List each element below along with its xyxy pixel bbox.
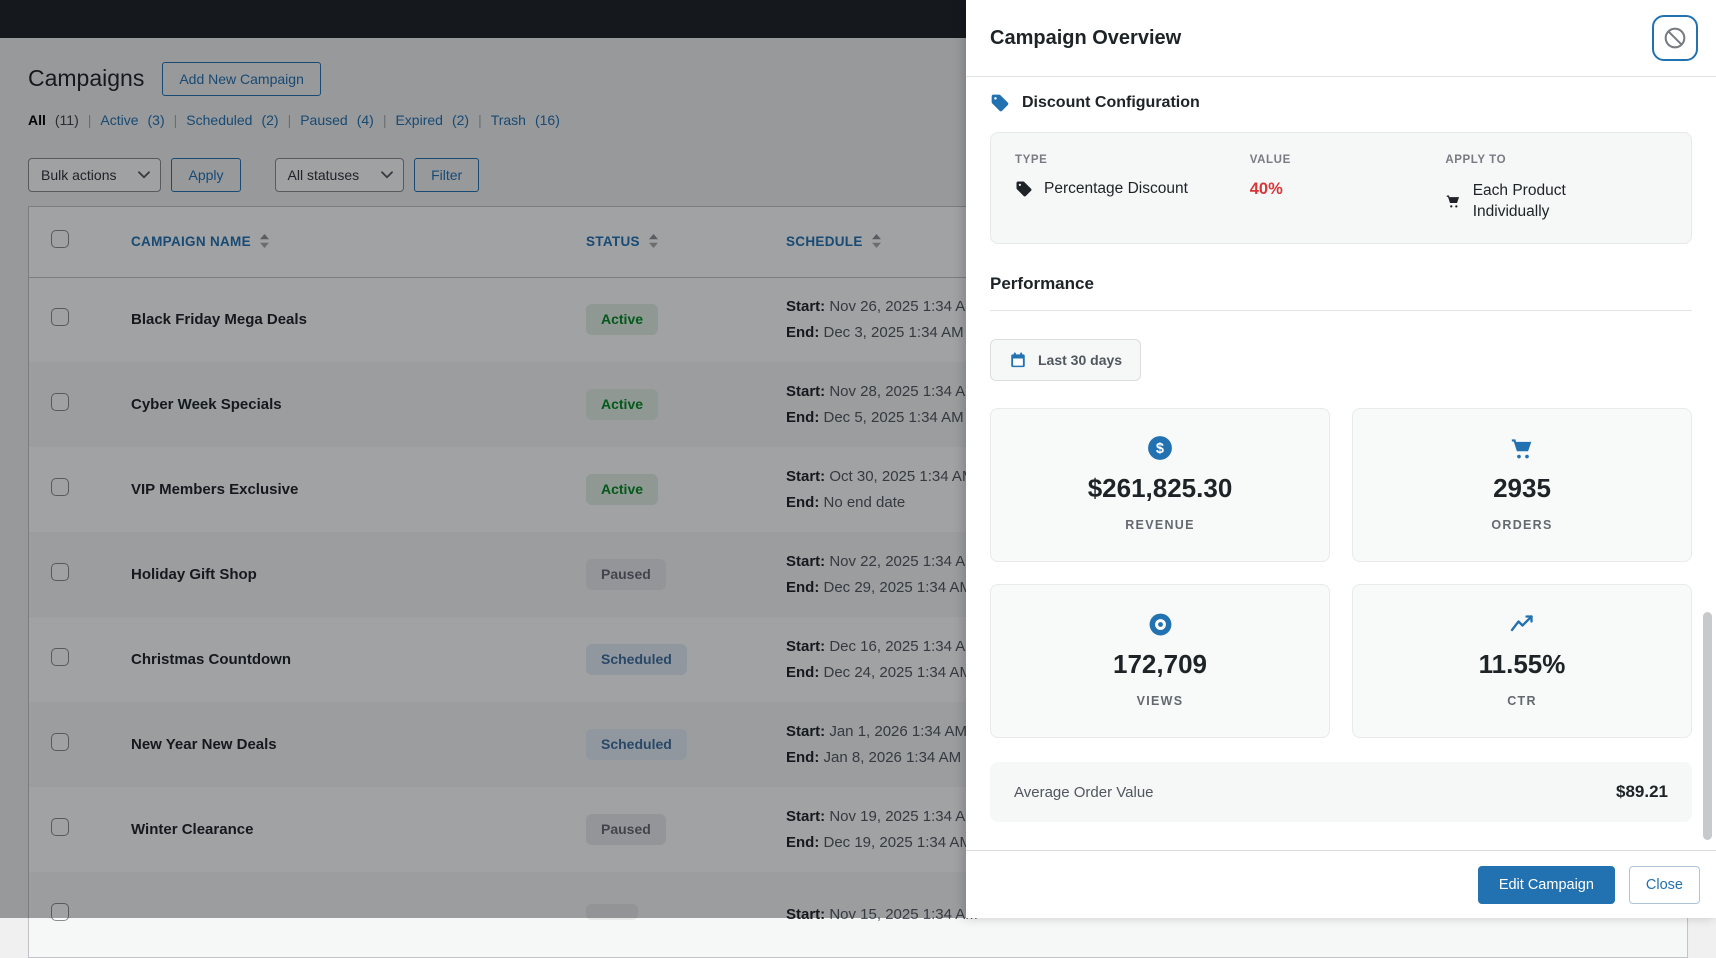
ban-icon: [1662, 25, 1688, 51]
edit-campaign-button[interactable]: Edit Campaign: [1478, 866, 1615, 904]
performance-heading: Performance: [990, 274, 1692, 311]
metrics-grid: $ $261,825.30 REVENUE 2935 ORDERS 172,70…: [990, 408, 1692, 738]
date-range-button[interactable]: Last 30 days: [990, 339, 1141, 381]
trend-up-icon: [1509, 613, 1535, 635]
panel-close-button[interactable]: [1652, 15, 1698, 61]
metric-card-views: 172,709 VIEWS: [990, 584, 1330, 738]
eye-icon: [1148, 612, 1173, 637]
metric-card-ctr: 11.55% CTR: [1352, 584, 1692, 738]
config-apply-to: APPLY TO Each Product Individually: [1445, 154, 1667, 222]
close-button[interactable]: Close: [1629, 866, 1700, 904]
discount-config-box: TYPE Percentage Discount VALUE 40% APPLY…: [990, 132, 1692, 244]
panel-scrollbar-thumb[interactable]: [1703, 612, 1712, 840]
metric-label: CTR: [1361, 694, 1683, 708]
aov-label: Average Order Value: [1014, 784, 1154, 801]
panel-body: Discount Configuration TYPE Percentage D…: [966, 93, 1716, 822]
calendar-icon: [1009, 351, 1027, 369]
dollar-circle-icon: $: [1147, 435, 1173, 461]
tag-icon: [1015, 180, 1033, 198]
metric-card-revenue: $ $261,825.30 REVENUE: [990, 408, 1330, 562]
panel-header: Campaign Overview: [966, 0, 1716, 77]
metric-card-orders: 2935 ORDERS: [1352, 408, 1692, 562]
campaign-overview-panel: Campaign Overview Discount Configuration…: [966, 0, 1716, 918]
metric-value: 172,709: [999, 649, 1321, 680]
panel-title: Campaign Overview: [990, 27, 1181, 50]
metric-label: ORDERS: [1361, 518, 1683, 532]
aov-row: Average Order Value $89.21: [990, 762, 1692, 822]
cart-icon: [1445, 191, 1461, 211]
config-value: VALUE 40%: [1250, 154, 1446, 222]
config-type: TYPE Percentage Discount: [1015, 154, 1250, 222]
metric-value: $261,825.30: [999, 473, 1321, 504]
tag-icon: [990, 93, 1010, 113]
metric-value: 2935: [1361, 473, 1683, 504]
panel-footer: Edit Campaign Close: [966, 850, 1716, 918]
metric-label: REVENUE: [999, 518, 1321, 532]
metric-value: 11.55%: [1361, 649, 1683, 680]
aov-value: $89.21: [1616, 782, 1668, 802]
metric-label: VIEWS: [999, 694, 1321, 708]
svg-text:$: $: [1156, 441, 1164, 457]
cart-icon: [1509, 435, 1535, 461]
discount-config-section-heading: Discount Configuration: [990, 93, 1692, 113]
